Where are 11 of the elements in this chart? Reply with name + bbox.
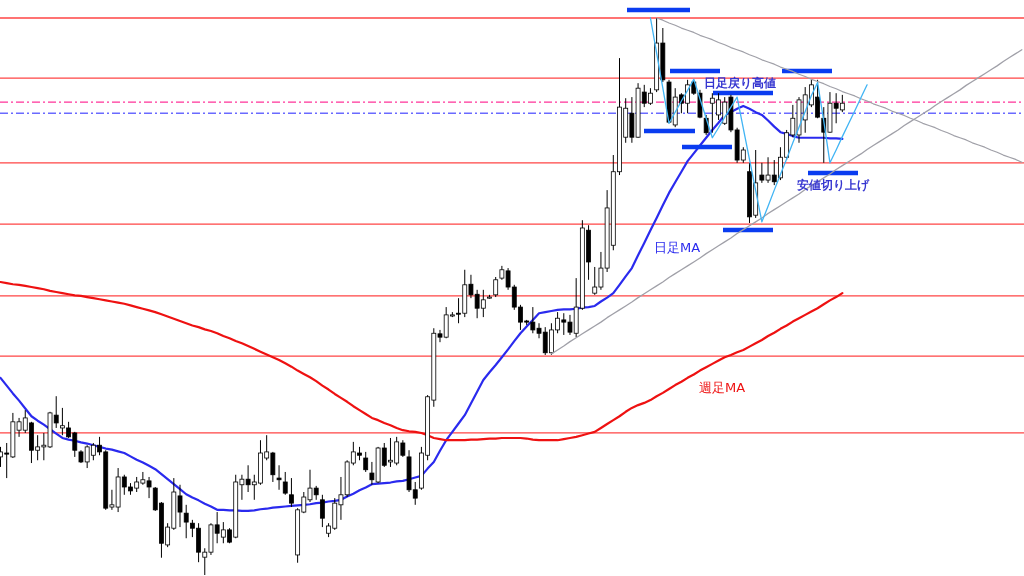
annotation: 日足戻り高値 (704, 76, 776, 90)
candlestick (183, 504, 189, 539)
candlestick (319, 494, 325, 528)
candlestick (282, 471, 288, 496)
candlestick (276, 464, 282, 491)
candlestick (289, 477, 294, 508)
series-label: 日足MA (653, 240, 701, 255)
annotation: 安値切り上げ (797, 178, 870, 192)
series-label: 週足MA (698, 380, 746, 395)
candlestick (363, 451, 369, 473)
candlestick (493, 276, 499, 298)
